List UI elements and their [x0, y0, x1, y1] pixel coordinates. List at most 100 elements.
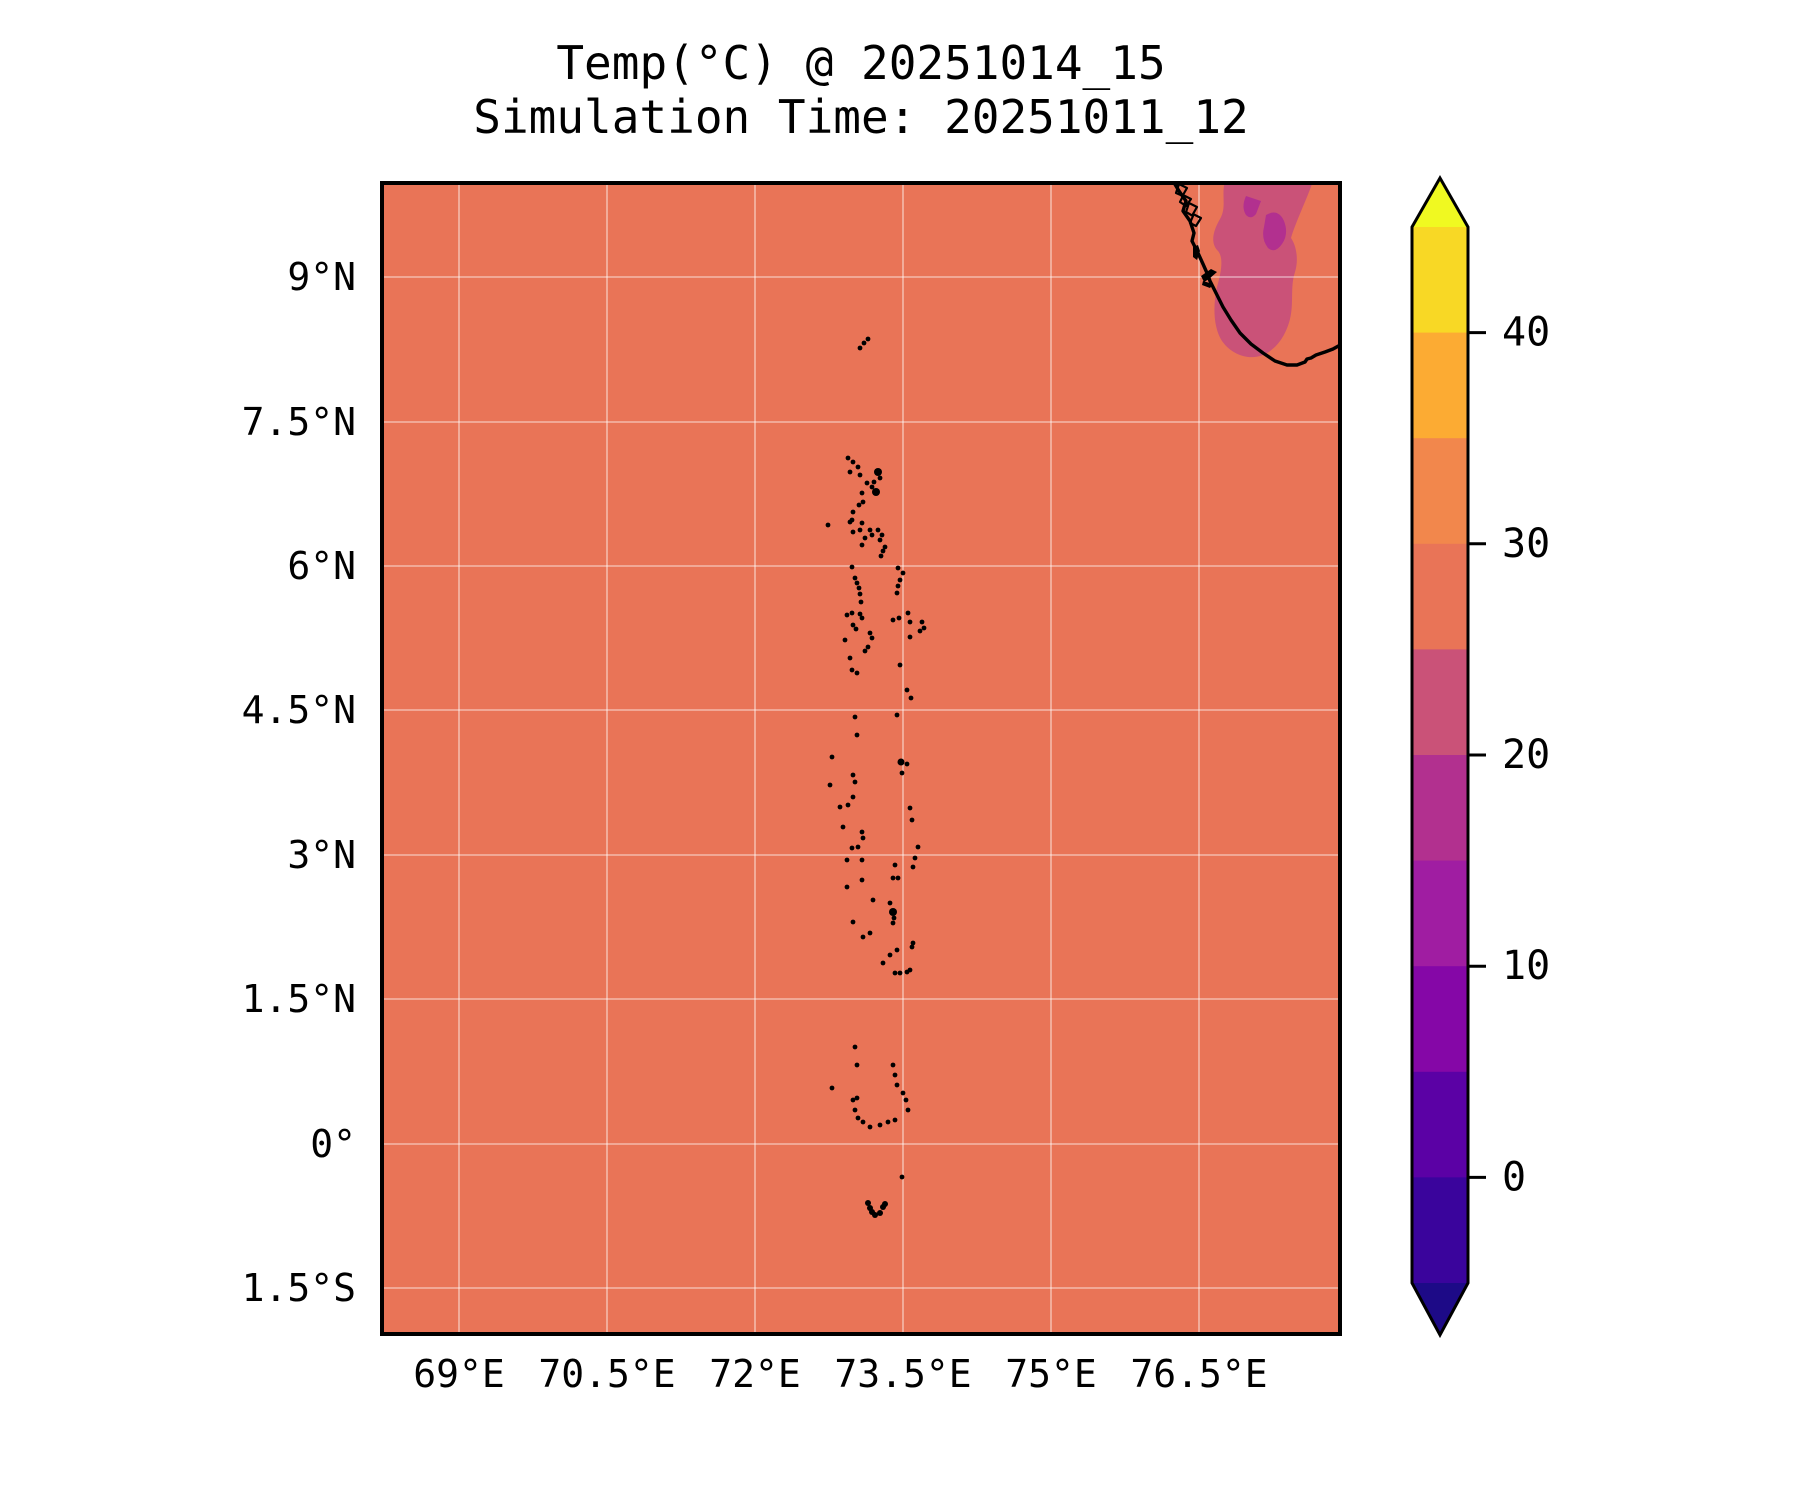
- island-dot: [857, 472, 863, 478]
- island-dot: [850, 919, 856, 925]
- island-dot: [837, 804, 843, 810]
- island-dot: [840, 824, 846, 830]
- island-dot: [895, 565, 901, 571]
- island-dot: [908, 695, 914, 701]
- island-dot: [912, 855, 918, 861]
- island-dot: [910, 940, 916, 946]
- island-dot: [867, 527, 873, 533]
- y-tick-label: 1.5°N: [241, 977, 356, 1021]
- island-dot: [869, 635, 875, 641]
- land-temp-patch-15-20: [1243, 196, 1261, 218]
- island-dot: [890, 875, 896, 881]
- land-temp-patch-15-20: [1263, 212, 1287, 251]
- colorbar-band: [1412, 860, 1468, 967]
- island-dot: [844, 884, 850, 890]
- island-dot: [861, 340, 867, 346]
- island-dot: [909, 817, 915, 823]
- island-dot: [890, 1062, 896, 1068]
- island-dot: [882, 1201, 888, 1207]
- colorbar-band: [1412, 649, 1468, 756]
- island-dot: [857, 527, 863, 533]
- island-dot: [850, 622, 856, 628]
- island-dot: [865, 644, 871, 650]
- island-dot: [850, 794, 856, 800]
- island-dot: [849, 564, 855, 570]
- island-dot: [877, 1210, 883, 1216]
- island-dot: [892, 1072, 898, 1078]
- colorbar-band: [1412, 438, 1468, 545]
- island-dot: [875, 527, 881, 533]
- island-dot: [850, 1097, 856, 1103]
- island-dot: [854, 732, 860, 738]
- island-dot: [850, 459, 856, 465]
- island-dot: [844, 857, 850, 863]
- island-dot: [860, 835, 866, 841]
- y-tick-label: 9°N: [287, 255, 356, 299]
- colorbar-svg: 40 30 20 10 0: [1410, 174, 1550, 1339]
- island-dot: [853, 626, 859, 632]
- coastal-islet: [1201, 269, 1217, 282]
- colorbar-over-arrow: [1412, 178, 1468, 227]
- coastal-backwater-outline: [1184, 201, 1203, 228]
- island-dot: [849, 667, 855, 673]
- island-dot: [895, 875, 901, 881]
- island-dot: [862, 535, 868, 541]
- island-dot: [850, 772, 856, 778]
- island-dot: [869, 532, 875, 538]
- island-dot: [852, 714, 858, 720]
- island-dot: [852, 1107, 858, 1113]
- island-dot: [907, 805, 913, 811]
- island-dot: [892, 1117, 898, 1123]
- x-tick-label: 73.5°E: [834, 1352, 972, 1396]
- colorbar-band: [1412, 227, 1468, 334]
- island-dot: [829, 1085, 835, 1091]
- colorbar: 40 30 20 10 0: [1402, 172, 1652, 1347]
- island-dot: [862, 648, 868, 654]
- island-dot: [845, 455, 851, 461]
- island-dot: [899, 1174, 905, 1180]
- ocean-fill: [380, 181, 1342, 1336]
- island-dot: [880, 548, 886, 554]
- island-dot: [892, 862, 898, 868]
- coastal-islet: [1193, 245, 1200, 260]
- island-dot: [867, 1124, 873, 1130]
- colorbar-tick-label: 40: [1502, 310, 1550, 356]
- island-dot: [894, 1082, 900, 1088]
- island-dot: [903, 1097, 909, 1103]
- x-axis-tick-labels: 69°E 70.5°E 72°E 73.5°E 75°E 76.5°E: [380, 1352, 1342, 1404]
- x-tick-label: 72°E: [709, 1352, 801, 1396]
- island-dot: [892, 970, 898, 976]
- island-dot: [889, 908, 897, 916]
- x-tick-label: 76.5°E: [1130, 1352, 1268, 1396]
- island-dot: [859, 857, 865, 863]
- island-dot: [891, 915, 897, 921]
- island-dot: [854, 580, 860, 586]
- island-dot: [897, 577, 903, 583]
- y-tick-label: 1.5°S: [241, 1266, 356, 1310]
- island-dot: [850, 529, 856, 535]
- y-tick-label: 4.5°N: [241, 688, 356, 732]
- island-dot: [854, 1095, 860, 1101]
- island-dot: [887, 900, 893, 906]
- island-dot: [827, 782, 833, 788]
- island-dot: [872, 488, 880, 496]
- x-tick-label: 75°E: [1005, 1352, 1097, 1396]
- island-dot: [904, 761, 910, 767]
- colorbar-tick-label: 30: [1502, 521, 1550, 567]
- island-dot: [897, 970, 903, 976]
- island-dot: [877, 475, 883, 481]
- island-dot: [878, 553, 884, 559]
- island-dot: [872, 1212, 878, 1218]
- colorbar-band: [1412, 755, 1468, 862]
- y-tick-label: 7.5°N: [241, 400, 356, 444]
- island-dot: [854, 670, 860, 676]
- island-dot: [870, 897, 876, 903]
- colorbar-tick-label: 10: [1502, 943, 1550, 989]
- colorbar-tick-label: 20: [1502, 732, 1550, 778]
- colorbar-band: [1412, 332, 1468, 439]
- colorbar-outline: [1410, 174, 1470, 1339]
- island-dot: [905, 1107, 911, 1113]
- island-dot: [829, 754, 835, 760]
- island-dot: [849, 610, 855, 616]
